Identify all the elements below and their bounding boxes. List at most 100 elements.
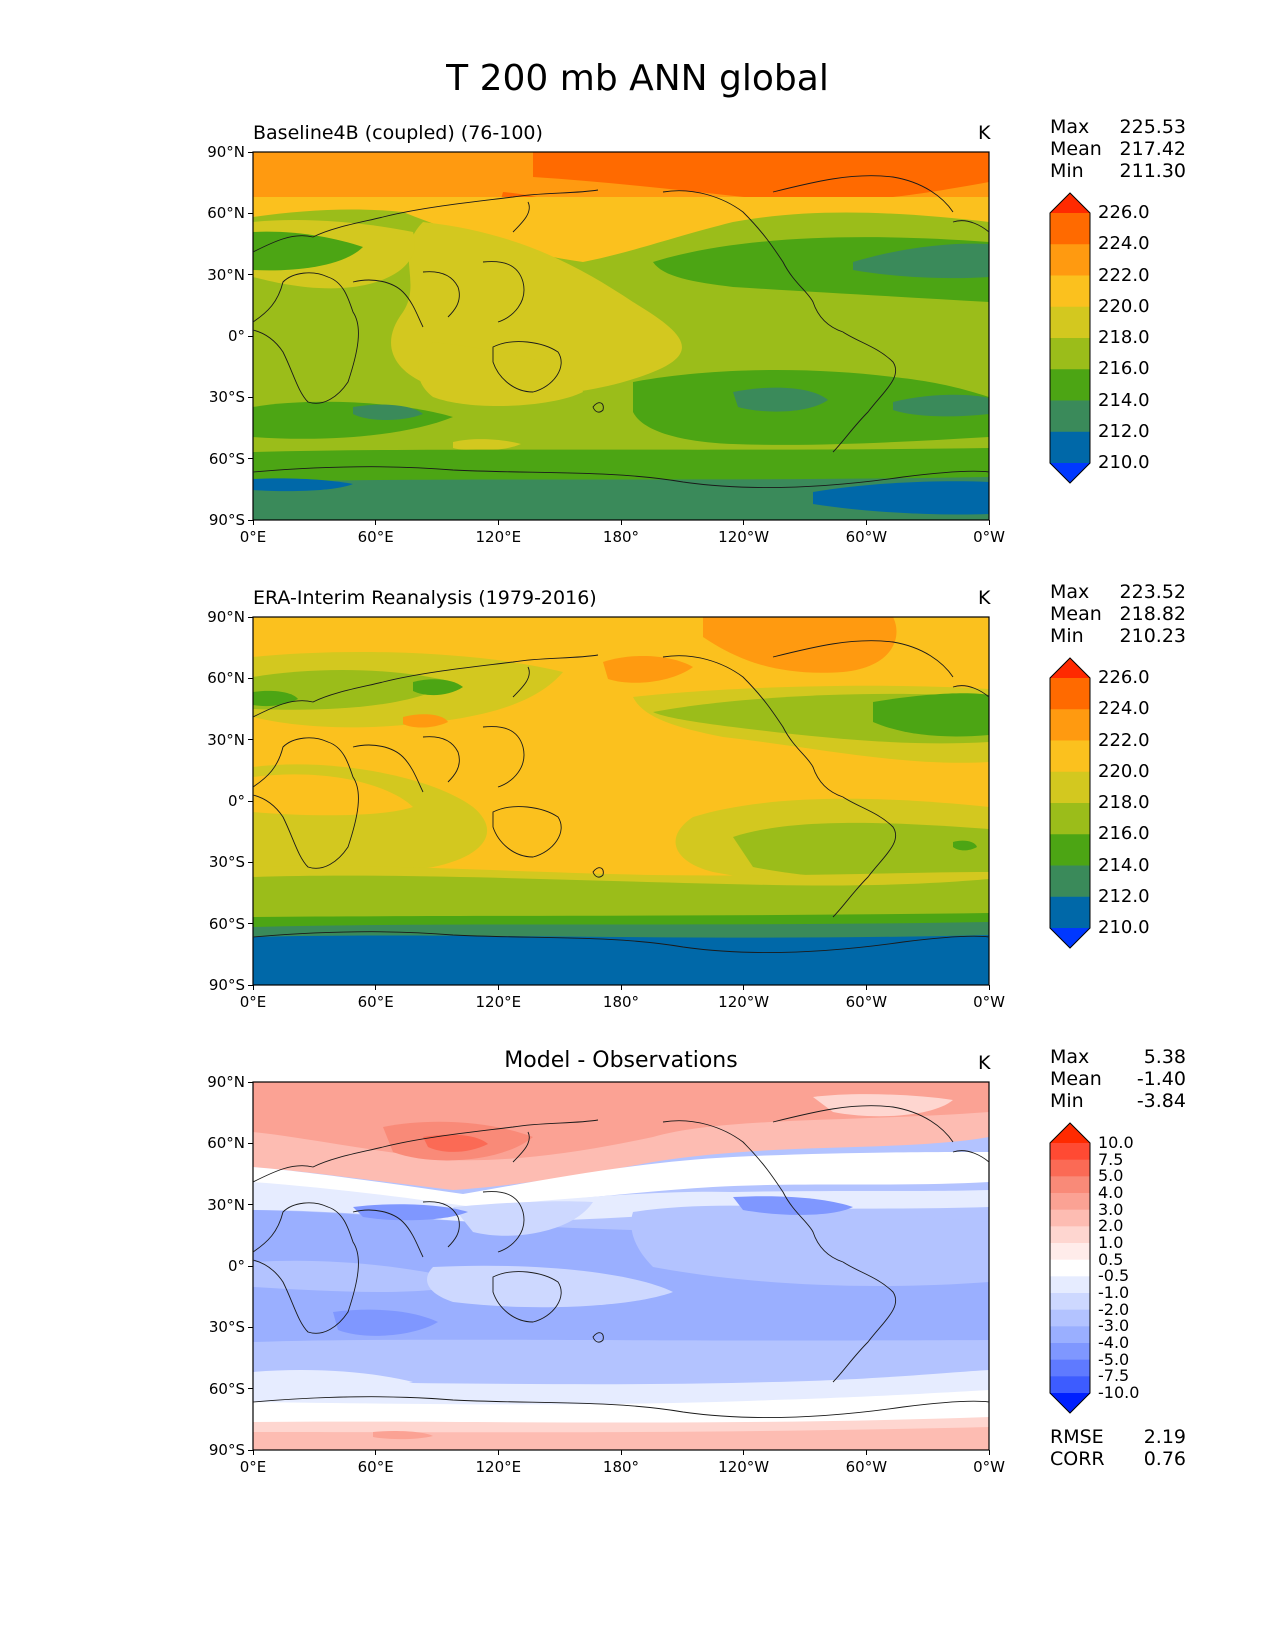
y-tick-mark <box>248 396 253 398</box>
colorbar-label: 214.0 <box>1098 854 1150 876</box>
x-tick-mark <box>865 1450 867 1455</box>
colorbar-label: 10.0 <box>1098 1133 1134 1152</box>
x-tick-label: 60°E <box>357 528 394 546</box>
x-tick-label: 60°W <box>845 993 888 1011</box>
panel-1-units: K <box>978 122 991 144</box>
colorbar-label: -4.0 <box>1098 1333 1130 1352</box>
colorbar-segment <box>1050 1243 1090 1261</box>
stat-min: Min 211.30 <box>1050 160 1186 182</box>
colorbar-label: 4.0 <box>1098 1183 1124 1202</box>
colorbar-label: 218.0 <box>1098 327 1150 348</box>
y-tick-mark <box>248 739 253 741</box>
x-tick-mark <box>620 520 622 525</box>
y-tick-label: 30°S <box>208 1318 245 1337</box>
colorbar-label: 224.0 <box>1098 698 1150 720</box>
colorbar-segment <box>1050 1176 1090 1194</box>
panel-1-title: Baseline4B (coupled) (76-100) <box>253 122 543 144</box>
colorbar-label: 218.0 <box>1098 792 1150 813</box>
x-tick-label: 60°W <box>845 1458 888 1476</box>
panel-3-stats: Max 5.38 Mean -1.40 Min -3.84 <box>1050 1046 1186 1112</box>
colorbar-segment <box>1050 896 1090 929</box>
panel-2-coastlines <box>252 640 990 953</box>
colorbar-label: 5.0 <box>1098 1166 1124 1186</box>
y-tick-label: 0° <box>227 1257 245 1275</box>
colorbar-extend-min <box>1050 463 1090 483</box>
y-tick-mark <box>248 519 253 521</box>
x-tick-mark <box>497 985 499 990</box>
panel-3-map <box>252 1081 990 1451</box>
x-tick-label: 180° <box>602 528 640 546</box>
stat-mean: Mean 218.82 <box>1050 603 1186 625</box>
y-tick-mark <box>248 1265 253 1267</box>
colorbar-segment <box>1050 1326 1090 1344</box>
y-tick-mark <box>248 1388 253 1390</box>
colorbar-label: 0.5 <box>1098 1249 1124 1269</box>
colorbar-segment <box>1050 865 1090 898</box>
colorbar-label: -3.0 <box>1098 1316 1130 1336</box>
y-tick-label: 30°N <box>207 265 245 284</box>
y-tick-mark <box>248 984 253 986</box>
colorbar-label: 224.0 <box>1098 233 1150 255</box>
panel-1-map <box>252 151 990 521</box>
panel-1-stats: Max 225.53 Mean 217.42 Min 211.30 <box>1050 116 1186 182</box>
y-tick-mark <box>248 677 253 679</box>
stat-corr: CORR 0.76 <box>1050 1448 1186 1470</box>
x-tick-mark <box>375 985 377 990</box>
colorbar-segment <box>1050 834 1090 867</box>
panel-2-stats: Max 223.52 Mean 218.82 Min 210.23 <box>1050 581 1186 647</box>
x-tick-label: 180° <box>602 1458 640 1476</box>
colorbar-extend-max <box>1050 1123 1090 1143</box>
y-tick-label: 90°N <box>207 1073 245 1091</box>
colorbar-label: 3.0 <box>1098 1199 1124 1219</box>
y-tick-mark <box>248 1081 253 1083</box>
colorbar-2 <box>1049 657 1091 949</box>
x-tick-mark <box>743 520 745 525</box>
colorbar-segment <box>1050 1143 1090 1161</box>
y-tick-mark <box>248 151 253 153</box>
colorbar-label: 220.0 <box>1098 760 1150 782</box>
colorbar-segment <box>1050 1193 1090 1211</box>
colorbar-label: 212.0 <box>1098 420 1150 442</box>
colorbar-label: 212.0 <box>1098 885 1150 907</box>
colorbar-segment <box>1050 1376 1090 1394</box>
panel-2-units: K <box>978 587 991 609</box>
x-tick-label: 0°E <box>239 528 267 546</box>
x-tick-label: 120°W <box>718 993 770 1011</box>
y-tick-label: 90°S <box>208 976 245 994</box>
colorbar-label: 2.0 <box>1098 1216 1124 1236</box>
colorbar-segment <box>1050 1159 1090 1177</box>
y-tick-mark <box>248 1142 253 1144</box>
y-tick-label: 60°S <box>208 1379 245 1398</box>
colorbar-label: -1.0 <box>1098 1283 1130 1302</box>
x-tick-mark <box>620 1450 622 1455</box>
colorbar-label: -2.0 <box>1098 1299 1130 1319</box>
x-tick-label: 120°E <box>475 993 522 1011</box>
stat-mean: Mean 217.42 <box>1050 138 1186 160</box>
colorbar-segment <box>1050 1259 1090 1277</box>
x-tick-label: 120°E <box>475 528 522 546</box>
x-tick-mark <box>375 520 377 525</box>
x-tick-label: 120°W <box>718 1458 770 1476</box>
y-tick-mark <box>248 212 253 214</box>
x-tick-mark <box>865 520 867 525</box>
colorbar-outline <box>1049 657 1091 949</box>
colorbar-segment <box>1050 709 1090 742</box>
colorbar-outline <box>1049 192 1091 484</box>
colorbar-segment <box>1050 244 1090 277</box>
panel-3-title: Model - Observations <box>504 1048 738 1073</box>
colorbar-label: 226.0 <box>1098 202 1150 223</box>
colorbar-3 <box>1049 1122 1091 1414</box>
colorbar-label: 222.0 <box>1098 264 1150 286</box>
y-tick-label: 90°S <box>208 511 245 529</box>
x-tick-mark <box>620 985 622 990</box>
y-tick-label: 90°N <box>207 143 245 161</box>
x-tick-label: 60°W <box>845 528 888 546</box>
x-tick-label: 0°W <box>973 993 1005 1011</box>
x-tick-label: 60°E <box>357 993 394 1011</box>
colorbar-extend-max <box>1050 193 1090 213</box>
colorbar-segment <box>1050 369 1090 402</box>
colorbar-label: 210.0 <box>1098 452 1150 473</box>
colorbar-label: -7.5 <box>1098 1366 1130 1386</box>
y-tick-label: 30°N <box>207 1195 245 1214</box>
colorbar-segment <box>1050 213 1090 245</box>
